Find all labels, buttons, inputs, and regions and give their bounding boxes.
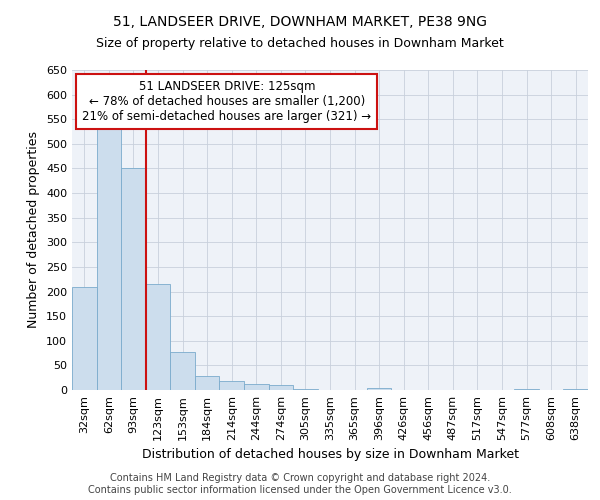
Bar [244, 384, 269, 390]
Bar [146, 284, 170, 390]
Bar [195, 376, 220, 390]
Bar [97, 129, 121, 390]
X-axis label: Distribution of detached houses by size in Downham Market: Distribution of detached houses by size … [142, 448, 518, 462]
Bar [367, 388, 391, 390]
Y-axis label: Number of detached properties: Number of detached properties [28, 132, 40, 328]
Bar [293, 389, 318, 390]
Text: 51 LANDSEER DRIVE: 125sqm
← 78% of detached houses are smaller (1,200)
21% of se: 51 LANDSEER DRIVE: 125sqm ← 78% of detac… [82, 80, 371, 122]
Bar [170, 352, 195, 390]
Text: 51, LANDSEER DRIVE, DOWNHAM MARKET, PE38 9NG: 51, LANDSEER DRIVE, DOWNHAM MARKET, PE38… [113, 15, 487, 29]
Bar [563, 389, 588, 390]
Bar [121, 168, 146, 390]
Bar [514, 389, 539, 390]
Text: Contains HM Land Registry data © Crown copyright and database right 2024.
Contai: Contains HM Land Registry data © Crown c… [88, 474, 512, 495]
Text: Size of property relative to detached houses in Downham Market: Size of property relative to detached ho… [96, 38, 504, 51]
Bar [220, 381, 244, 390]
Bar [269, 385, 293, 390]
Bar [72, 286, 97, 390]
